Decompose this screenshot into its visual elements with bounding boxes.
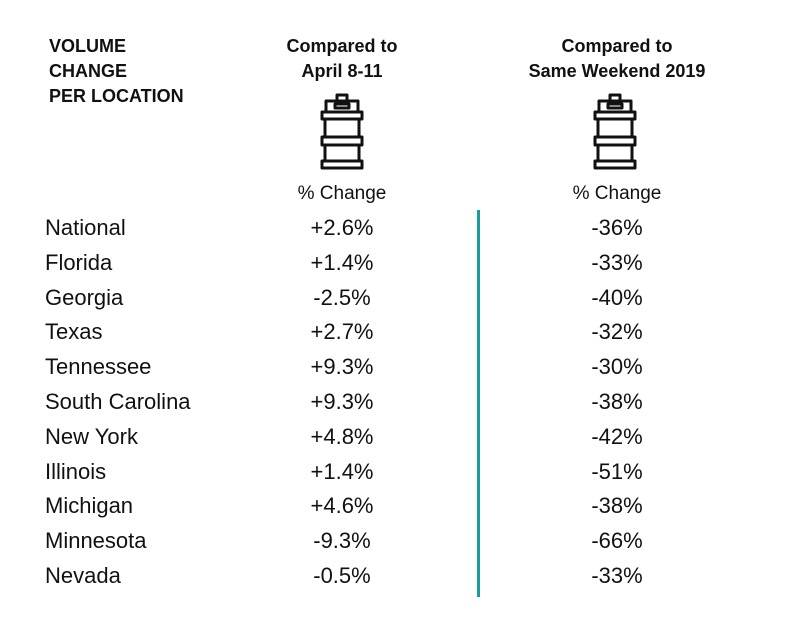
vs-april-cell: +1.4%: [310, 249, 374, 275]
col-subheader-april: % Change: [297, 183, 387, 204]
vs-2019-cell: -38%: [591, 493, 643, 519]
col-header-2019-line: Same Weekend 2019: [528, 61, 706, 81]
row-label-header: VOLUME CHANGE PER LOCATION: [49, 34, 184, 109]
vs-2019-cell: -51%: [591, 458, 643, 484]
column-divider: [477, 210, 480, 597]
location-cell: Florida: [45, 249, 113, 275]
location-cell: New York: [45, 423, 138, 449]
vs-2019-cell: -42%: [591, 423, 643, 449]
vs-april-cell: +2.6%: [310, 215, 374, 240]
table-row: Michigan +4.6% -38%: [0, 489, 790, 523]
vs-2019-cell: -32%: [591, 319, 643, 345]
vs-2019-cell: -40%: [591, 284, 643, 310]
location-cell: Michigan: [45, 493, 134, 519]
vs-2019-cell: -33%: [591, 249, 643, 275]
vs-april-cell: +9.3%: [310, 354, 374, 380]
table-row: Florida +1.4% -33%: [0, 246, 790, 280]
vs-2019-cell: -38%: [591, 389, 643, 414]
vs-2019-cell: -66%: [591, 528, 643, 554]
table-row: Nevada -0.5% -33%: [0, 559, 790, 593]
table-row: Texas +2.7% -32%: [0, 315, 790, 349]
table-row: Tennessee +9.3% -30%: [0, 350, 790, 384]
row-label-header-line: VOLUME: [49, 36, 127, 56]
vs-2019-cell: -36%: [591, 215, 643, 240]
location-cell: Georgia: [45, 284, 124, 310]
col-header-april: Compared to April 8-11: [242, 34, 442, 84]
vs-april-cell: -9.3%: [313, 528, 371, 554]
vs-april-cell: -2.5%: [313, 284, 371, 310]
location-cell: Texas: [45, 319, 103, 345]
col-header-2019: Compared to Same Weekend 2019: [497, 34, 737, 84]
location-cell: Nevada: [45, 563, 121, 588]
location-cell: National: [45, 215, 126, 240]
vs-april-cell: -0.5%: [313, 563, 371, 588]
vs-april-cell: +2.7%: [310, 319, 374, 345]
row-label-header-line: PER LOCATION: [49, 86, 184, 106]
table-row: South Carolina +9.3% -38%: [0, 385, 790, 419]
table-row: Minnesota -9.3% -66%: [0, 524, 790, 558]
keg-icon: [593, 93, 637, 170]
vs-april-cell: +4.6%: [310, 493, 374, 519]
col-header-april-line: April 8-11: [301, 61, 383, 81]
col-header-2019-line: Compared to: [561, 36, 673, 56]
col-header-april-line: Compared to: [286, 36, 398, 56]
vs-2019-cell: -33%: [591, 563, 643, 588]
location-cell: Minnesota: [45, 528, 147, 554]
location-cell: South Carolina: [45, 389, 191, 414]
location-cell: Tennessee: [45, 354, 152, 380]
table-row: National +2.6% -36%: [0, 211, 790, 245]
vs-april-cell: +9.3%: [310, 389, 374, 414]
row-label-header-line: CHANGE: [49, 61, 128, 81]
location-cell: Illinois: [45, 458, 107, 484]
table-row: Georgia -2.5% -40%: [0, 281, 790, 315]
table-row: Illinois +1.4% -51%: [0, 455, 790, 489]
keg-icon: [320, 93, 364, 170]
vs-2019-cell: -30%: [591, 354, 643, 380]
col-subheader-2019: % Change: [572, 183, 662, 204]
vs-april-cell: +4.8%: [310, 423, 374, 449]
vs-april-cell: +1.4%: [310, 458, 374, 484]
table-row: New York +4.8% -42%: [0, 420, 790, 454]
